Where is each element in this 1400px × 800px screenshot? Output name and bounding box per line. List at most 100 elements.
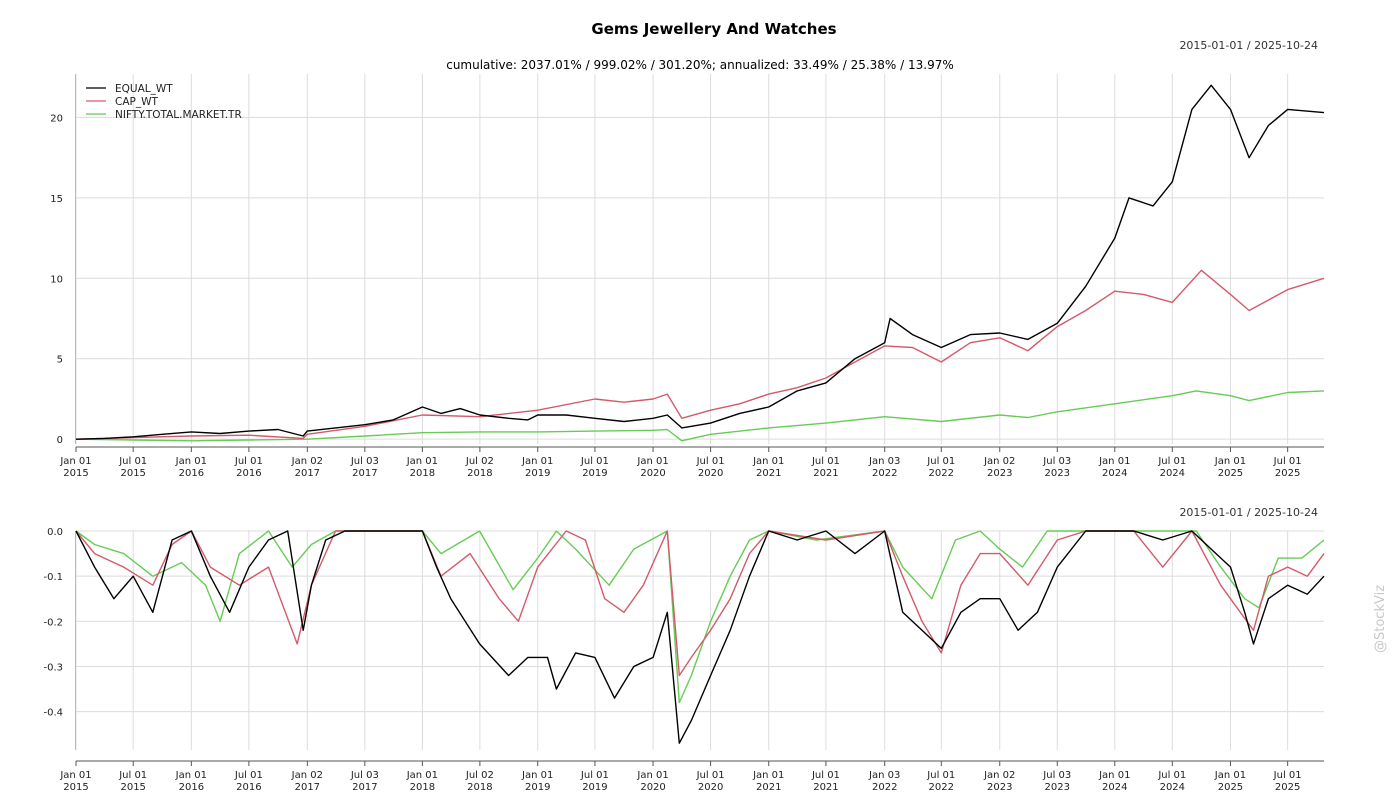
legend-label: NIFTY.TOTAL.MARKET.TR <box>115 109 242 121</box>
top-series <box>75 84 1325 442</box>
bottom-x-tick-year: 2020 <box>698 782 723 793</box>
bottom-x-tick-year: 2016 <box>179 782 204 793</box>
bottom-x-tick-label: Jul 02 <box>465 770 494 781</box>
bottom-x-tick-label: Jul 01 <box>118 770 147 781</box>
watermark: @StockViz <box>1373 585 1388 653</box>
bottom-x-tick-year: 2024 <box>1102 782 1127 793</box>
top-x-tick-label: Jan 01 <box>175 456 207 467</box>
top-x-tick-year: 2018 <box>467 468 492 479</box>
top-x-tick-year: 2019 <box>582 468 607 479</box>
top-x-tick-year: 2023 <box>1045 468 1070 479</box>
bottom-series-line-cap-wt <box>75 530 1325 677</box>
bottom-y-tick-label: -0.1 <box>43 572 63 583</box>
bottom-x-tick-year: 2016 <box>236 782 261 793</box>
top-series-line-nifty-total-market-tr <box>75 390 1325 442</box>
top-x-tick-label: Jul 03 <box>1042 456 1071 467</box>
bottom-x-tick-year: 2021 <box>813 782 838 793</box>
top-x-tick-label: Jul 01 <box>234 456 263 467</box>
bottom-x-tick-label: Jan 02 <box>291 770 323 781</box>
bottom-x-tick-year: 2017 <box>295 782 320 793</box>
top-y-tick-label: 10 <box>50 274 63 285</box>
top-x-tick-year: 2025 <box>1275 468 1300 479</box>
bottom-x-tick-label: Jan 03 <box>868 770 900 781</box>
top-x-tick-year: 2017 <box>295 468 320 479</box>
bottom-x-tick-year: 2025 <box>1275 782 1300 793</box>
bottom-x-tick-label: Jul 01 <box>696 770 725 781</box>
top-x-tick-label: Jan 01 <box>521 456 553 467</box>
bottom-x-tick-year: 2019 <box>525 782 550 793</box>
top-series-line-equal-wt <box>75 84 1325 440</box>
bottom-x-tick-year: 2022 <box>929 782 954 793</box>
bottom-x-tick-label: Jul 01 <box>1273 770 1302 781</box>
bottom-x-tick-label: Jan 01 <box>175 770 207 781</box>
bottom-x-tick-year: 2018 <box>410 782 435 793</box>
top-x-tick-label: Jul 01 <box>926 456 955 467</box>
top-x-tick-year: 2025 <box>1218 468 1243 479</box>
top-x-tick-label: Jul 01 <box>580 456 609 467</box>
bottom-x-tick-label: Jul 01 <box>811 770 840 781</box>
top-x-tick-year: 2021 <box>756 468 781 479</box>
bottom-x-tick-year: 2023 <box>1045 782 1070 793</box>
bottom-series-line-equal-wt <box>75 530 1325 744</box>
top-x-tick-year: 2018 <box>410 468 435 479</box>
bottom-y-tick-label: 0.0 <box>47 527 63 538</box>
bottom-x-tick-label: Jan 02 <box>983 770 1015 781</box>
top-y-tick-label: 20 <box>50 113 63 124</box>
bottom-x-tick-label: Jan 01 <box>59 770 91 781</box>
legend-item: NIFTY.TOTAL.MARKET.TR <box>86 109 242 121</box>
top-y-tick-label: 5 <box>57 355 63 366</box>
top-y-tick-label: 15 <box>50 194 63 205</box>
bottom-x-tick-label: Jul 01 <box>1157 770 1186 781</box>
top-grid <box>75 74 1324 444</box>
bottom-x-tick-year: 2021 <box>756 782 781 793</box>
bottom-x-tick-year: 2018 <box>467 782 492 793</box>
top-x-tick-year: 2016 <box>236 468 261 479</box>
bottom-series <box>75 530 1325 744</box>
top-x-tick-label: Jan 01 <box>59 456 91 467</box>
bottom-x-tick-label: Jan 01 <box>636 770 668 781</box>
bottom-x-tick-year: 2015 <box>120 782 145 793</box>
bottom-x-tick-year: 2025 <box>1218 782 1243 793</box>
top-x-tick-label: Jul 01 <box>1273 456 1302 467</box>
bottom-x-tick-label: Jul 01 <box>926 770 955 781</box>
top-x-tick-year: 2022 <box>929 468 954 479</box>
top-x-tick-year: 2015 <box>120 468 145 479</box>
top-x-tick-label: Jan 01 <box>636 456 668 467</box>
bottom-y-tick-label: -0.4 <box>43 708 63 719</box>
bottom-x-tick-year: 2024 <box>1160 782 1185 793</box>
legend-item: CAP_WT <box>86 96 158 108</box>
top-x-tick-year: 2021 <box>813 468 838 479</box>
top-x-tick-label: Jan 02 <box>983 456 1015 467</box>
top-x-tick-year: 2024 <box>1160 468 1185 479</box>
top-x-tick-label: Jan 01 <box>752 456 784 467</box>
bottom-x-tick-label: Jan 01 <box>752 770 784 781</box>
bottom-x-tick-label: Jul 01 <box>580 770 609 781</box>
top-x-tick-year: 2024 <box>1102 468 1127 479</box>
top-x-tick-label: Jul 02 <box>465 456 494 467</box>
top-x-tick-label: Jul 01 <box>811 456 840 467</box>
bottom-y-tick-label: -0.2 <box>43 617 63 628</box>
top-x-tick-label: Jan 01 <box>1098 456 1130 467</box>
top-x-tick-label: Jan 01 <box>1214 456 1246 467</box>
bottom-x-tick-year: 2023 <box>987 782 1012 793</box>
top-series-line-cap-wt <box>75 269 1325 440</box>
top-x-tick-label: Jan 01 <box>406 456 438 467</box>
bottom-x-tick-year: 2019 <box>582 782 607 793</box>
chart-title: Gems Jewellery And Watches <box>591 20 836 38</box>
chart-subtitle: cumulative: 2037.01% / 999.02% / 301.20%… <box>446 58 954 72</box>
bottom-x-tick-label: Jul 03 <box>350 770 379 781</box>
top-date-range: 2015-01-01 / 2025-10-24 <box>1179 39 1318 52</box>
top-x-tick-year: 2017 <box>352 468 377 479</box>
bottom-grid <box>75 530 1324 750</box>
top-x-tick-year: 2016 <box>179 468 204 479</box>
bottom-date-range: 2015-01-01 / 2025-10-24 <box>1179 506 1318 519</box>
legend-item: EQUAL_WT <box>86 83 173 95</box>
bottom-x-tick-year: 2020 <box>640 782 665 793</box>
top-x-tick-year: 2023 <box>987 468 1012 479</box>
bottom-y-tick-label: -0.3 <box>43 662 63 673</box>
top-x-tick-year: 2020 <box>698 468 723 479</box>
top-x-tick-label: Jul 01 <box>118 456 147 467</box>
